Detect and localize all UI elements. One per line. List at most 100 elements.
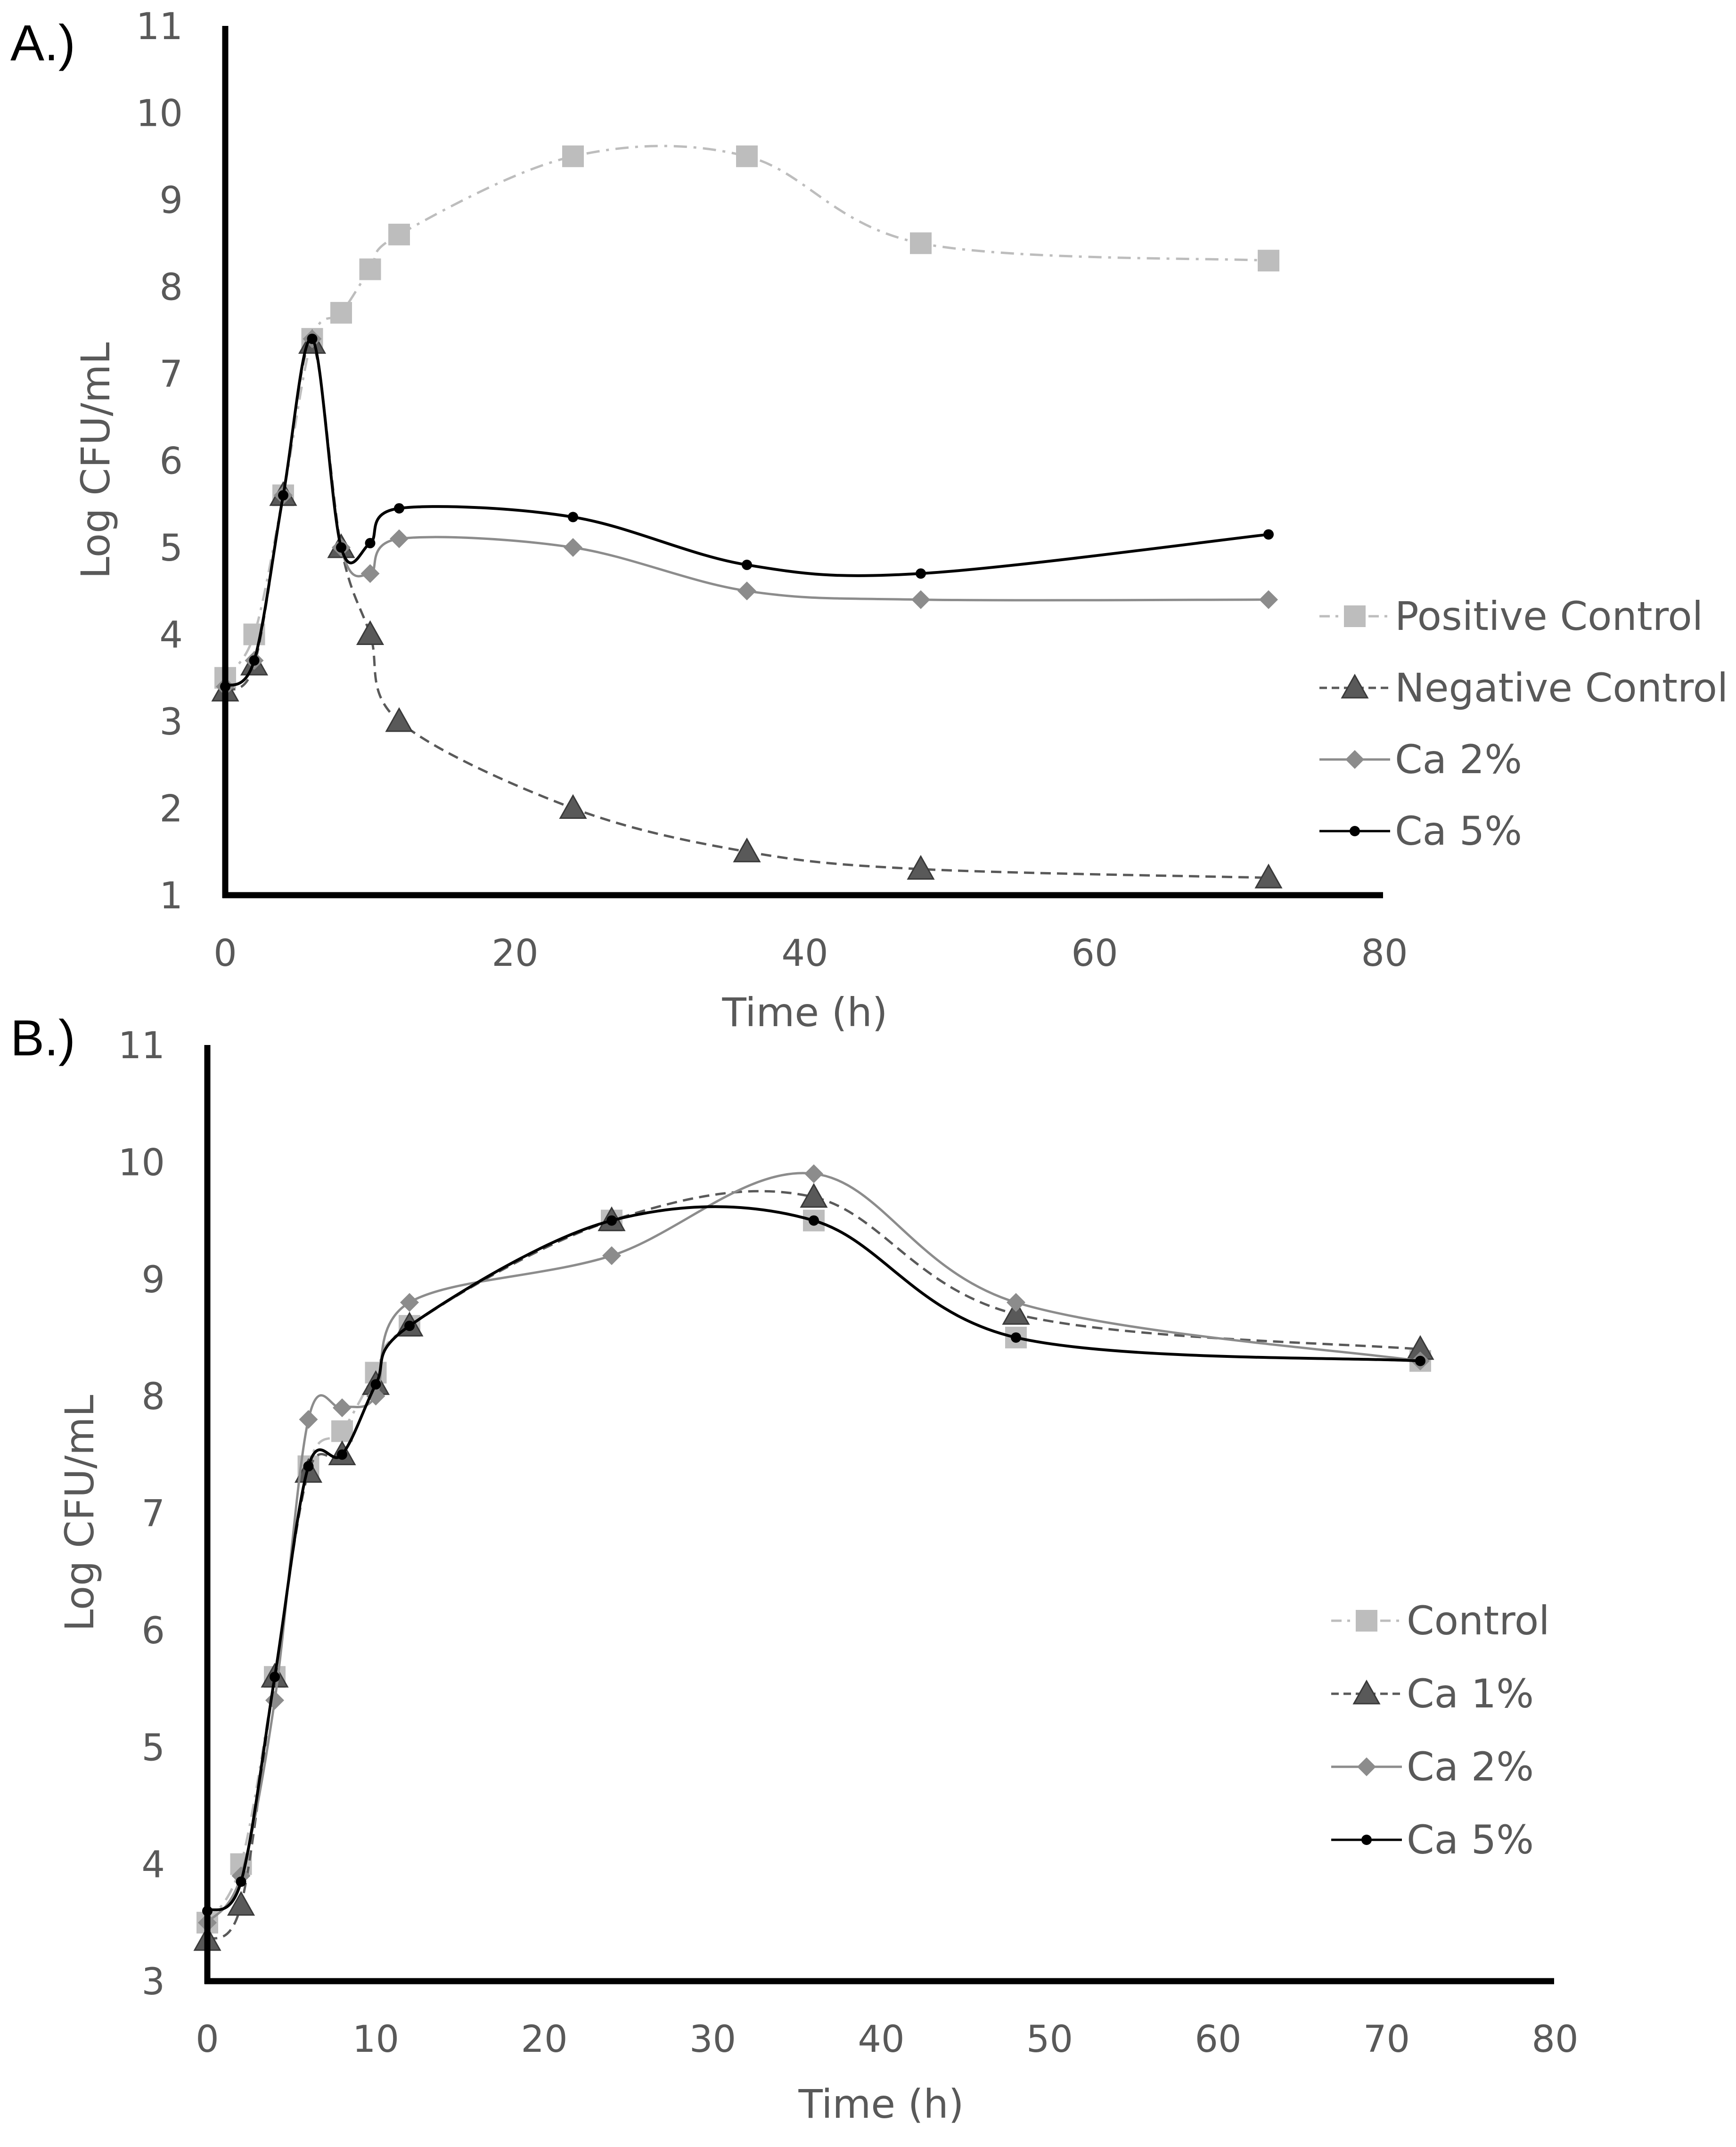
panel-b-series-2-point-3 xyxy=(299,1410,318,1429)
panel-a-series-3-point-5 xyxy=(365,538,376,548)
panel-a-x-tick-2: 40 xyxy=(781,932,828,975)
panel-a-series-2-point-5 xyxy=(360,564,380,583)
panel-a-y-tick-0: 1 xyxy=(159,875,183,917)
panel-b-series-1-point-1 xyxy=(227,1891,255,1916)
panel-a-y-tick-7: 8 xyxy=(159,267,183,309)
panel-a-series-2-point-9 xyxy=(911,590,930,609)
panel-b-x-tick-3: 30 xyxy=(689,2018,736,2061)
panel-b-series-3-point-10 xyxy=(1415,1355,1425,1366)
panel-b-y-tick-1: 4 xyxy=(141,1844,165,1886)
panel-b-series-3-line xyxy=(206,1205,1421,1912)
panel-a-y-tick-2: 3 xyxy=(159,701,183,743)
panel-a-series-0-point-5 xyxy=(359,258,381,280)
panel-a-label: A.) xyxy=(10,14,75,71)
panel-a-x-tick-3: 60 xyxy=(1071,932,1118,975)
panel-a-y-tick-1: 2 xyxy=(159,788,183,831)
panel-a-series-3-point-4 xyxy=(336,542,346,553)
panel-a-x-tick-0: 0 xyxy=(213,932,237,975)
panel-b-series-3-point-3 xyxy=(303,1461,314,1472)
panel-b-series-2-point-2 xyxy=(265,1690,284,1710)
panel-a-y-tick-3: 4 xyxy=(159,614,183,657)
panel-b-series-1-point-9 xyxy=(1002,1300,1030,1325)
panel-b-label: B.) xyxy=(10,1009,75,1066)
panel-b-series-2-point-4 xyxy=(333,1398,352,1417)
panel-b-series-0-point-4 xyxy=(331,1420,353,1442)
panel-a-series-3-point-7 xyxy=(568,512,578,522)
panel-b-legend-0-label: Control xyxy=(1407,1598,1550,1644)
panel-a-legend: Positive Control Negative Control Ca 2% Ca … xyxy=(1319,593,1728,854)
panel-a-series-2-point-6 xyxy=(390,529,409,548)
panel-a-legend-1-marker xyxy=(1341,673,1369,699)
panel-b-y-tick-2: 5 xyxy=(141,1727,165,1769)
panel-a-series-1-point-5 xyxy=(356,620,385,645)
panel-a-series-1-point-8 xyxy=(733,837,761,863)
panel-b: B.) 3 4 5 6 7 8 9 10 11 0 10 20 30 40 50 60 70 80 Time (h)… xyxy=(10,1009,1579,2127)
panel-b-series-1-line xyxy=(206,1190,1421,1942)
panel-a-series-3-point-8 xyxy=(742,559,752,570)
panel-a-x-tick-1: 20 xyxy=(491,932,538,975)
panel-b-legend-2-label: Ca 2% xyxy=(1407,1744,1534,1790)
panel-a-series-0-point-6 xyxy=(388,223,410,245)
panel-a-legend-0-label: Positive Control xyxy=(1395,593,1703,639)
panel-a-series-1-point-9 xyxy=(907,855,935,880)
panel-a-series-0-point-8 xyxy=(736,145,758,167)
panel-a-series-1-point-10 xyxy=(1254,864,1283,889)
panel-b-series-2-point-6 xyxy=(400,1293,419,1312)
panel-b-x-tick-0: 0 xyxy=(196,2018,219,2061)
panel-b-y-tick-8: 11 xyxy=(118,1025,165,1067)
panel-b-y-tick-6: 9 xyxy=(141,1259,165,1301)
panel-a-series-0-point-10 xyxy=(1258,250,1279,272)
panel-a-series-1-line xyxy=(224,341,1269,879)
panel-b-series-2-line xyxy=(206,1172,1421,1924)
panel-a-x-axis-title: Time (h) xyxy=(721,989,887,1036)
panel-b-x-tick-7: 70 xyxy=(1363,2018,1410,2061)
panel-b-series-3-point-8 xyxy=(809,1215,819,1226)
panel-b-series-1-point-8 xyxy=(800,1183,828,1208)
panel-a-y-tick-4: 5 xyxy=(159,527,183,570)
panel-a-series-2-point-7 xyxy=(564,538,582,557)
panel-b-series-3-point-5 xyxy=(370,1379,381,1390)
panel-b-x-axis-title: Time (h) xyxy=(798,2081,964,2127)
panel-a-series-0-point-4 xyxy=(330,302,352,324)
panel-a-y-axis-title: Log CFU/mL xyxy=(73,342,119,579)
panel-b-x-tick-5: 50 xyxy=(1026,2018,1073,2061)
panel-a-series-3-point-2 xyxy=(278,490,288,501)
panel-a-series-2-point-8 xyxy=(737,581,756,601)
panel-a-series-3-point-1 xyxy=(249,655,260,666)
panel-a-legend-3-marker xyxy=(1350,826,1360,836)
panel-b-legend-3-marker xyxy=(1361,1835,1372,1845)
panel-a-series-3-point-10 xyxy=(1263,529,1274,540)
panel-a-series-3-point-9 xyxy=(916,568,926,579)
panel-b-axes: 3 4 5 6 7 8 9 10 11 0 10 20 30 40 50 60 70 80 Time (h) Log … xyxy=(57,1025,1579,2127)
panel-a-y-tick-9: 10 xyxy=(136,93,183,135)
panel-b-y-tick-3: 6 xyxy=(141,1610,165,1652)
panel-b-y-tick-4: 7 xyxy=(141,1493,165,1535)
panel-a-legend-1-label: Negative Control xyxy=(1395,665,1728,711)
panel-b-legend-1-label: Ca 1% xyxy=(1407,1671,1534,1717)
panel-b-y-tick-0: 3 xyxy=(141,1961,165,2003)
panel-a-legend-2-label: Ca 2% xyxy=(1395,736,1522,783)
panel-b-series-2-point-7 xyxy=(602,1246,621,1265)
panel-a-series-2-line xyxy=(224,337,1269,688)
panel-b-legend-3-label: Ca 5% xyxy=(1407,1817,1534,1863)
panel-b-x-tick-1: 10 xyxy=(352,2018,399,2061)
panel-a-series-3-line xyxy=(224,337,1269,688)
panel-a-series-1-point-7 xyxy=(559,794,587,819)
panel-a-axes: 1 2 3 4 5 6 7 8 9 10 11 0 20 40 60 80 Time (h) Log CFU/mL xyxy=(73,6,1408,1036)
panel-a-y-tick-5: 6 xyxy=(159,441,183,483)
panel-b-legend-2-marker xyxy=(1357,1757,1376,1776)
panel-b-series-3-point-1 xyxy=(236,1876,246,1887)
panel-a-y-tick-6: 7 xyxy=(159,353,183,396)
panel-a-y-tick-10: 11 xyxy=(136,6,183,48)
panel-b-legend-1-marker xyxy=(1352,1679,1381,1705)
panel-b-series-3-point-9 xyxy=(1011,1332,1021,1343)
panel-a-y-tick-8: 9 xyxy=(159,180,183,222)
panel-a-series-3-point-3 xyxy=(307,334,318,344)
panel-b-series-3-point-6 xyxy=(404,1321,415,1331)
panel-b-series-3-point-2 xyxy=(270,1672,280,1682)
panel-a-series-layer xyxy=(211,145,1283,889)
panel-a-series-0-point-7 xyxy=(562,145,584,167)
panel-b-x-tick-2: 20 xyxy=(521,2018,567,2061)
panel-a-series-2-point-10 xyxy=(1259,590,1278,609)
panel-a-series-1-point-6 xyxy=(385,707,413,732)
